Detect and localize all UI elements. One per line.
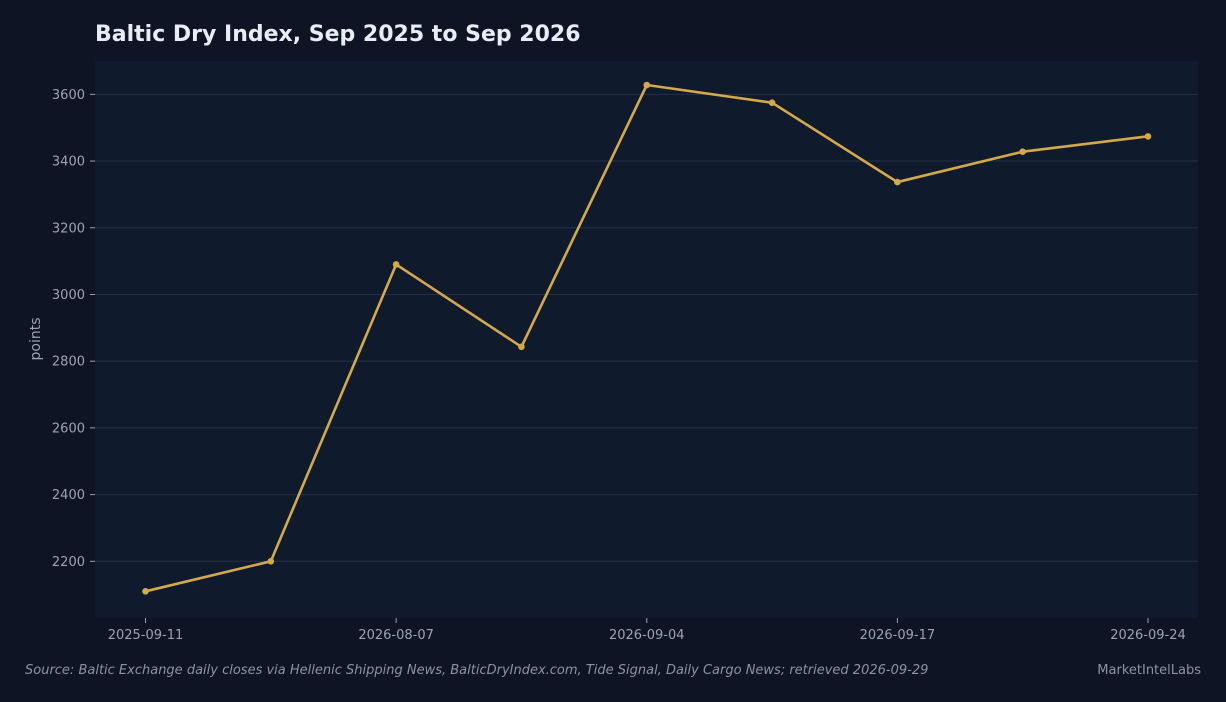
y-axis: 2200 2400 2600 2800 3000 3200 3400 3600 bbox=[52, 88, 95, 570]
x-tick-label: 2026-09-17 bbox=[860, 628, 936, 643]
y-axis-label: points bbox=[28, 318, 44, 361]
y-tick-label: 3400 bbox=[52, 155, 85, 170]
data-point-2026-09-17 bbox=[894, 178, 901, 186]
y-tick-label: 3000 bbox=[52, 288, 85, 303]
data-points bbox=[142, 81, 1152, 595]
y-tick-label: 2600 bbox=[52, 421, 85, 436]
data-point-2025-09-11 bbox=[142, 588, 149, 595]
source-note: Source: Baltic Exchange daily closes via… bbox=[25, 663, 928, 678]
x-tick-label: 2026-09-04 bbox=[609, 628, 685, 643]
data-point-2026-09-10 bbox=[768, 99, 776, 106]
y-tick-label: 2400 bbox=[52, 488, 85, 503]
data-point-2026-09-04 bbox=[643, 81, 651, 89]
x-axis: 2025-09-11 2026-08-07 2026-09-04 2026-09-17… bbox=[108, 618, 1186, 643]
data-point-2026-09-21 bbox=[1019, 148, 1026, 156]
plot-area bbox=[95, 61, 1198, 618]
x-tick-label: 2025-09-11 bbox=[108, 628, 184, 643]
brand-label: MarketIntelLabs bbox=[1097, 663, 1201, 678]
y-tick-label: 2800 bbox=[52, 355, 85, 370]
chart-title: Baltic Dry Index, Sep 2025 to Sep 2026 bbox=[95, 22, 581, 47]
data-point-2025-10-09 bbox=[267, 557, 275, 565]
data-point-2026-09-24 bbox=[1144, 133, 1152, 140]
data-point-2026-08-21 bbox=[518, 343, 525, 351]
x-tick-label: 2026-09-24 bbox=[1110, 628, 1186, 643]
y-tick-label: 3200 bbox=[52, 221, 85, 236]
grid-lines bbox=[95, 93, 1198, 562]
data-point-2026-08-07 bbox=[392, 261, 400, 268]
y-tick-label: 3600 bbox=[52, 88, 85, 103]
x-tick-label: 2026-08-07 bbox=[358, 628, 434, 643]
y-tick-label: 2200 bbox=[52, 555, 85, 570]
